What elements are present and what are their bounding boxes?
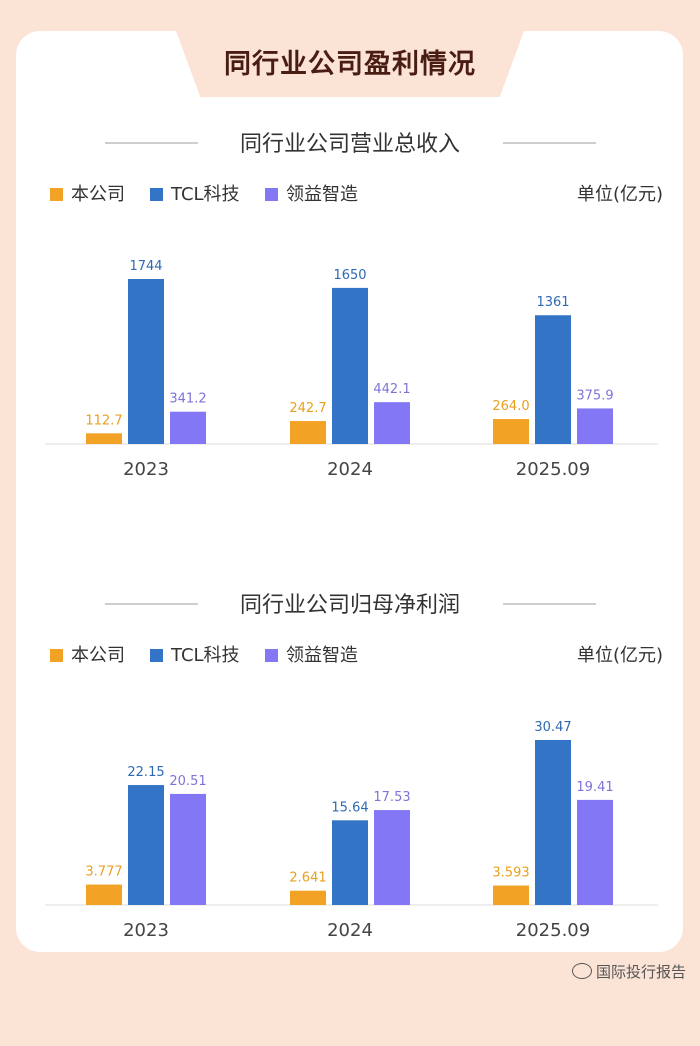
data-label: 17.53 xyxy=(373,790,410,805)
data-label: 1650 xyxy=(333,268,366,283)
data-label: 2.641 xyxy=(289,871,326,886)
chart-title: 同行业公司归母净利润 xyxy=(240,593,460,618)
legend-swatch-0 xyxy=(50,649,63,662)
legend-swatch-1 xyxy=(150,188,163,201)
legend-label-1: TCL科技 xyxy=(170,184,240,205)
data-label: 442.1 xyxy=(373,382,410,397)
bar xyxy=(332,820,368,905)
bar xyxy=(86,884,122,905)
legend-swatch-2 xyxy=(265,649,278,662)
legend-label-0: 本公司 xyxy=(71,184,125,205)
bar xyxy=(535,315,571,444)
bar xyxy=(332,287,368,444)
data-label: 15.64 xyxy=(331,800,368,815)
data-label: 1744 xyxy=(129,259,162,274)
data-label: 19.41 xyxy=(576,780,613,795)
data-label: 3.777 xyxy=(85,865,122,880)
watermark: 国际投行报告 xyxy=(571,960,686,984)
legend-swatch-1 xyxy=(150,649,163,662)
legend-label-0: 本公司 xyxy=(71,645,125,666)
bar xyxy=(128,785,164,905)
bar xyxy=(535,740,571,905)
x-tick-label: 2025.09 xyxy=(516,459,590,480)
page-title: 同行业公司盈利情况 xyxy=(224,49,476,80)
legend-label-2: 领益智造 xyxy=(286,184,358,205)
bar xyxy=(374,810,410,905)
watermark-text: 国际投行报告 xyxy=(595,963,686,981)
bar xyxy=(170,411,206,444)
legend-label-2: 领益智造 xyxy=(286,645,358,666)
bar xyxy=(493,419,529,444)
chart-title: 同行业公司营业总收入 xyxy=(240,132,460,157)
weibo-icon xyxy=(571,963,592,979)
bar xyxy=(170,793,206,905)
bar xyxy=(86,433,122,444)
bar xyxy=(577,799,613,905)
title-banner xyxy=(176,31,524,97)
x-tick-label: 2024 xyxy=(327,920,373,941)
x-tick-label: 2025.09 xyxy=(516,920,590,941)
data-label: 112.7 xyxy=(85,413,122,428)
data-label: 375.9 xyxy=(576,388,613,403)
legend-swatch-2 xyxy=(265,188,278,201)
bar xyxy=(128,279,164,444)
bar xyxy=(290,421,326,444)
x-tick-label: 2024 xyxy=(327,459,373,480)
data-label: 264.0 xyxy=(492,399,529,414)
content-card xyxy=(16,31,683,952)
data-label: 3.593 xyxy=(492,866,529,881)
bar xyxy=(577,408,613,444)
data-label: 1361 xyxy=(536,295,569,310)
bar xyxy=(493,885,529,905)
unit-label: 单位(亿元) xyxy=(577,645,663,666)
bar xyxy=(374,402,410,444)
legend-label-1: TCL科技 xyxy=(170,645,240,666)
x-tick-label: 2023 xyxy=(123,459,169,480)
bar xyxy=(290,890,326,905)
data-label: 242.7 xyxy=(289,401,326,416)
data-label: 30.47 xyxy=(534,720,571,735)
data-label: 22.15 xyxy=(127,765,164,780)
data-label: 20.51 xyxy=(169,774,206,789)
unit-label: 单位(亿元) xyxy=(577,184,663,205)
legend-swatch-0 xyxy=(50,188,63,201)
x-tick-label: 2023 xyxy=(123,920,169,941)
data-label: 341.2 xyxy=(169,392,206,407)
